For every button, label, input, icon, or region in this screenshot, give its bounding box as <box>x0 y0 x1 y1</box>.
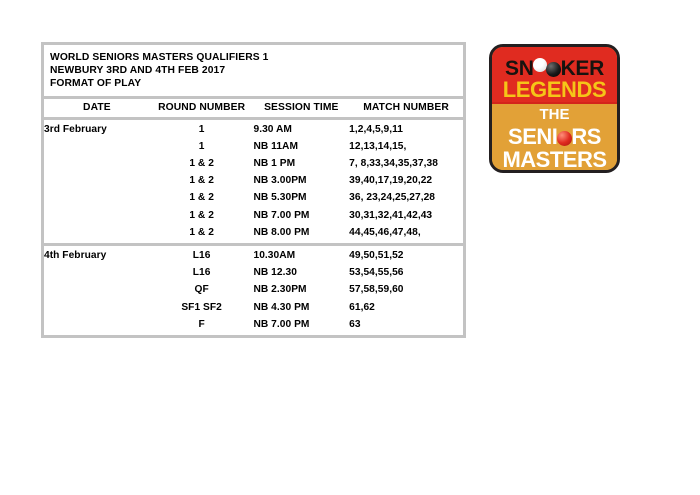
logo-word-seniors: SENI RS <box>492 126 617 148</box>
cell-session: 9.30 AM <box>253 123 292 135</box>
cell-match: 39,40,17,19,20,22 <box>349 175 433 187</box>
cell-round: 1 & 2 <box>189 192 214 204</box>
table-row: QF NB 2.30PM 57,58,59,60 <box>44 281 463 298</box>
cell-round: SF1 SF2 <box>181 301 222 313</box>
snooker-legends-seniors-masters-logo: SN KER LEGENDS THE SENI RS MASTERS <box>489 44 620 173</box>
cell-date <box>44 298 150 315</box>
table-row: L16 NB 12.30 53,54,55,56 <box>44 264 463 281</box>
day-group-3rd-february: 3rd February 1 9.30 AM 1,2,4,5,9,11 1 NB… <box>44 118 463 244</box>
table-row: 3rd February 1 9.30 AM 1,2,4,5,9,11 <box>44 118 463 138</box>
column-header-date: DATE <box>44 98 150 120</box>
cell-session: NB 5.30PM <box>253 192 307 204</box>
cell-round: L16 <box>192 267 211 279</box>
cell-date <box>44 264 150 281</box>
logo-word-masters: MASTERS <box>502 147 607 172</box>
cell-match: 1,2,4,5,9,11 <box>349 123 404 135</box>
cell-match: 30,31,32,41,42,43 <box>349 209 433 221</box>
table-row: 1 & 2 NB 7.00 PM 30,31,32,41,42,43 <box>44 207 463 224</box>
cell-round: F <box>198 318 205 330</box>
cell-round: 1 & 2 <box>189 209 214 221</box>
table-header-row: DATE ROUND NUMBER SESSION TIME MATCH NUM… <box>44 98 463 120</box>
schedule-table-block: DATE ROUND NUMBER SESSION TIME MATCH NUM… <box>41 98 466 338</box>
cell-date <box>44 316 150 335</box>
cell-match: 61,62 <box>349 301 375 313</box>
table-row: 4th February L16 10.30AM 49,50,51,52 <box>44 242 463 265</box>
cell-date <box>44 138 150 155</box>
logo-bottom-panel <box>492 104 617 170</box>
column-header-session: SESSION TIME <box>253 98 350 120</box>
page-subtitle-format: FORMAT OF PLAY <box>50 78 142 90</box>
cell-date: 3rd February <box>44 123 107 135</box>
page-title: WORLD SENIORS MASTERS QUALIFIERS 1 <box>50 52 269 63</box>
cell-round: 1 <box>198 140 205 152</box>
cell-match: 36, 23,24,25,27,28 <box>349 192 436 204</box>
logo-snooker-text-left: SN <box>504 57 534 80</box>
logo-seniors-text-left: SENI <box>508 124 558 149</box>
cell-session: NB 7.00 PM <box>253 209 310 221</box>
cell-session: NB 4.30 PM <box>253 301 310 313</box>
cell-round: 1 & 2 <box>189 226 214 238</box>
page-subtitle-venue-dates: NEWBURY 3RD AND 4TH FEB 2017 <box>50 65 226 77</box>
logo-seniors-text-right: RS <box>571 124 601 149</box>
cell-match: 57,58,59,60 <box>349 284 404 296</box>
cell-session: NB 7.00 PM <box>253 318 310 330</box>
cell-date <box>44 207 150 224</box>
table-row: 1 & 2 NB 1 PM 7, 8,33,34,35,37,38 <box>44 155 463 172</box>
cell-session: 10.30AM <box>253 242 350 265</box>
table-title-block: WORLD SENIORS MASTERS QUALIFIERS 1 NEWBU… <box>41 42 466 99</box>
day-group-4th-february: 4th February L16 10.30AM 49,50,51,52 L16… <box>44 242 463 335</box>
cell-match: 12,13,14,15, <box>349 140 407 152</box>
logo-word-the: THE <box>539 106 570 123</box>
cue-ball-icon <box>533 58 548 72</box>
column-header-match: MATCH NUMBER <box>349 98 463 120</box>
cell-match: 63 <box>349 318 361 330</box>
table-header: DATE ROUND NUMBER SESSION TIME MATCH NUM… <box>44 98 463 120</box>
cell-session: NB 3.00PM <box>253 175 307 187</box>
cell-round: QF <box>194 284 209 296</box>
cell-round: 1 & 2 <box>189 158 214 170</box>
cell-session: NB 1 PM <box>253 158 296 170</box>
table-row: 1 & 2 NB 5.30PM 36, 23,24,25,27,28 <box>44 189 463 206</box>
schedule-table: DATE ROUND NUMBER SESSION TIME MATCH NUM… <box>44 98 463 335</box>
logo-snooker-text-right: KER <box>560 57 605 80</box>
logo-word-legends: LEGENDS <box>502 77 607 102</box>
table-row: 1 & 2 NB 3.00PM 39,40,17,19,20,22 <box>44 172 463 189</box>
cell-round: 1 <box>198 123 205 135</box>
cell-date <box>44 281 150 298</box>
logo-word-snooker: SN KER <box>492 58 617 79</box>
cell-date: 4th February <box>44 242 150 265</box>
cell-match: 7, 8,33,34,35,37,38 <box>349 158 438 170</box>
cell-round: L16 <box>149 242 254 265</box>
cell-date <box>44 155 150 172</box>
black-ball-icon <box>546 62 562 77</box>
table-row: F NB 7.00 PM 63 <box>44 316 463 335</box>
cell-session: NB 12.30 <box>253 267 297 279</box>
cell-date <box>44 172 150 189</box>
cell-match: 53,54,55,56 <box>349 267 404 279</box>
cell-match: 49,50,51,52 <box>349 242 463 265</box>
cell-session: NB 2.30PM <box>253 284 307 296</box>
table-row: SF1 SF2 NB 4.30 PM 61,62 <box>44 298 463 315</box>
red-ball-icon <box>556 131 572 146</box>
cell-date <box>44 189 150 206</box>
table-row: 1 NB 11AM 12,13,14,15, <box>44 138 463 155</box>
cell-round: 1 & 2 <box>189 175 214 187</box>
column-header-round: ROUND NUMBER <box>149 98 254 120</box>
cell-session: NB 8.00 PM <box>253 226 310 238</box>
format-of-play-table: WORLD SENIORS MASTERS QUALIFIERS 1 NEWBU… <box>41 42 466 338</box>
cell-match: 44,45,46,47,48, <box>349 226 421 238</box>
cell-date <box>44 224 150 245</box>
cell-session: NB 11AM <box>253 140 298 152</box>
table-row: 1 & 2 NB 8.00 PM 44,45,46,47,48, <box>44 224 463 245</box>
